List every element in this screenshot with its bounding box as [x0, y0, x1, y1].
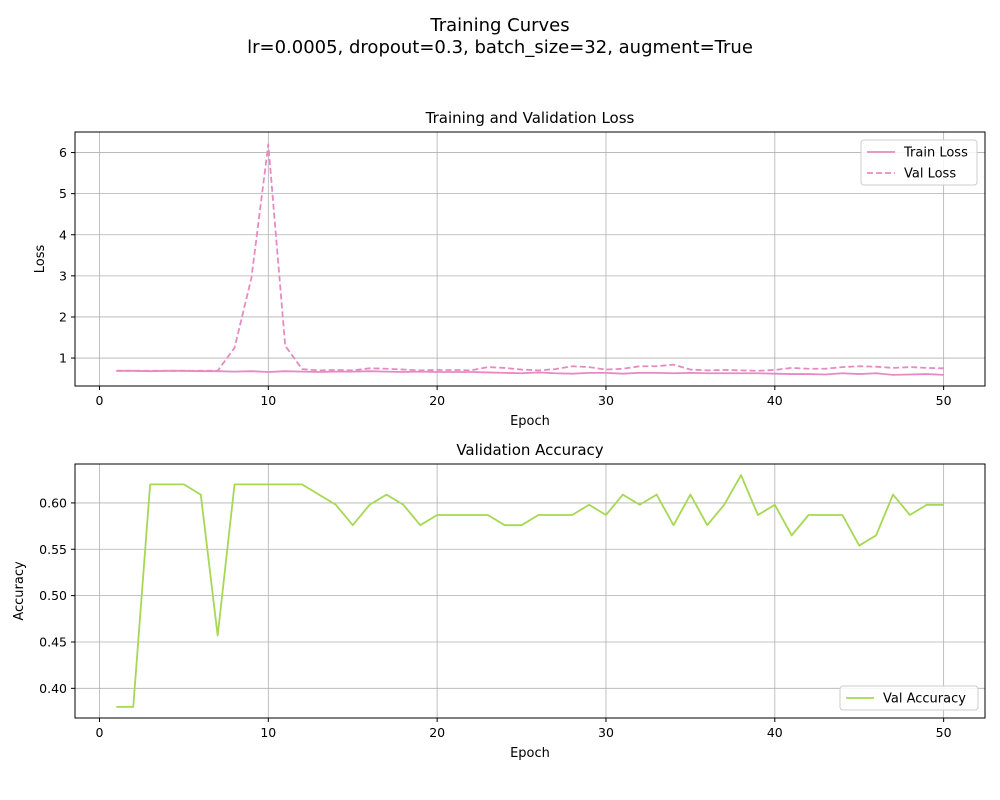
legend-label: Train Loss [903, 146, 968, 161]
y-tick-label: 1 [59, 351, 67, 366]
x-tick-label: 30 [598, 725, 614, 740]
legend: Val Accuracy [839, 685, 979, 711]
suptitle-line-1: Training Curves [429, 15, 569, 36]
y-tick-label: 0.50 [39, 588, 67, 603]
y-axis-label: Accuracy [12, 561, 27, 621]
axes-frame [74, 131, 986, 387]
y-tick-label: 4 [59, 227, 67, 242]
series-line-val-accuracy [116, 474, 944, 708]
x-tick-label: 40 [767, 725, 783, 740]
x-tick-label: 50 [936, 393, 952, 408]
y-tick-label: 0.45 [39, 634, 67, 649]
axes-frame [74, 463, 986, 719]
x-tick-label: 10 [260, 393, 276, 408]
suptitle-line-2: lr=0.0005, dropout=0.3, batch_size=32, a… [247, 37, 753, 58]
loss-chart: 0 10 20 30 40 50 1 2 3 4 5 6 Training and Validation… [33, 109, 986, 429]
x-axis-label: Epoch [510, 746, 550, 761]
chart-title: Validation Accuracy [456, 441, 603, 459]
x-axis-label: Epoch [510, 414, 550, 429]
y-tick-label: 0.55 [39, 542, 67, 557]
y-tick-label: 6 [59, 145, 67, 160]
y-tick-label: 0.40 [39, 681, 67, 696]
x-tick-label: 0 [96, 393, 104, 408]
y-tick-label: 0.60 [39, 495, 67, 510]
x-tick-label: 20 [429, 393, 445, 408]
y-tick-label: 3 [59, 268, 67, 283]
x-tick-label: 10 [260, 725, 276, 740]
legend-box [839, 685, 979, 711]
y-axis-label: Loss [33, 245, 48, 274]
legend: Train Loss Val Loss [860, 139, 978, 186]
chart-title: Training and Validation Loss [425, 109, 635, 127]
x-tick-label: 40 [767, 393, 783, 408]
x-tick-label: 0 [96, 725, 104, 740]
x-tick-label: 30 [598, 393, 614, 408]
y-tick-label: 2 [59, 309, 67, 324]
accuracy-chart: 0 10 20 30 40 50 0.40 0.45 0.50 0.55 0.60 Validatio… [12, 441, 986, 761]
series-line-val-loss [116, 143, 944, 372]
x-tick-label: 50 [936, 725, 952, 740]
legend-label: Val Loss [904, 167, 956, 182]
x-tick-label: 20 [429, 725, 445, 740]
y-tick-label: 5 [59, 186, 67, 201]
series-line-train-loss [116, 369, 944, 376]
legend-label: Val Accuracy [883, 692, 966, 707]
